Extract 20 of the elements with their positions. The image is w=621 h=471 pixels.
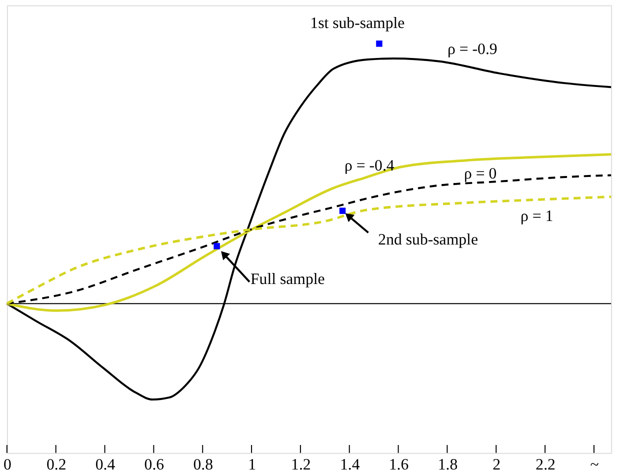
- x-tick-label: 1.4: [340, 456, 360, 471]
- x-tick-label: 0.2: [46, 456, 66, 471]
- x-tick-label: 0.6: [144, 456, 164, 471]
- x-tick-label: 0.4: [95, 456, 116, 471]
- x-tick-label: ~: [590, 456, 600, 471]
- annotation: 2nd sub-sample: [378, 231, 478, 248]
- x-tick-label: 1: [248, 456, 256, 471]
- x-tick-label: 0: [3, 456, 12, 471]
- annotation: Full sample: [250, 270, 325, 288]
- x-tick-label: 0.8: [193, 456, 214, 471]
- x-tick-label: 1.6: [388, 456, 409, 471]
- x-tick-label: 1.2: [291, 456, 311, 471]
- annotation: 1st sub-sample: [310, 14, 405, 32]
- series-label: ρ = 0: [464, 166, 497, 183]
- series-label: ρ = -0.9: [448, 40, 498, 58]
- x-tick-label: 2.2: [536, 456, 556, 471]
- x-tick-label: 1.8: [438, 456, 458, 471]
- series-label: ρ = 1: [520, 208, 554, 226]
- series-label: ρ = -0.4: [344, 158, 394, 175]
- x-tick-label: 2: [492, 456, 501, 471]
